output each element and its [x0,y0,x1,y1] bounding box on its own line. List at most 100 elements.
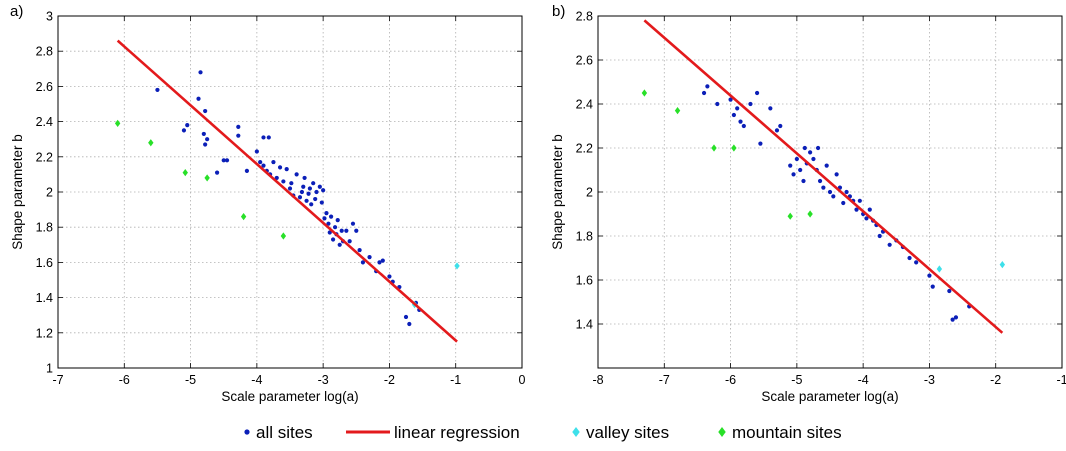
data-point-mountain-site [641,89,648,97]
data-point-all-sites [330,237,336,242]
x-tick-label: -6 [725,373,736,387]
y-tick-label: 2.6 [576,54,593,68]
y-tick-label: 1 [46,362,53,376]
data-point-mountain-site [148,139,154,147]
data-point-all-sites [294,172,299,177]
data-point-all-sites [738,119,743,124]
y-tick-label: 1.8 [576,230,593,244]
regression-line [643,19,1004,334]
data-point-all-sites [741,123,746,129]
y-tick-label: 1.6 [576,274,593,288]
data-point-mountain-site [807,210,813,218]
data-point-all-sites [768,106,773,111]
data-point-all-sites [306,191,311,196]
data-point-all-sites [950,317,955,322]
data-point-all-sites [817,178,823,184]
data-point-valley-site [454,262,460,270]
data-point-all-sites [221,158,226,163]
panel-label: b) [552,3,565,20]
y-tick-label: 1.8 [36,221,53,235]
data-point-all-sites [277,165,283,170]
x-tick-label: -1 [1056,373,1066,387]
data-point-all-sites [185,123,190,128]
data-point-all-sites [715,101,720,107]
legend-label: linear regression [394,423,520,442]
data-point-all-sites [854,207,859,212]
data-point-all-sites [350,221,356,226]
x-tick-label: -7 [659,373,670,387]
data-point-all-sites [324,211,329,216]
data-point-all-sites [297,195,303,200]
data-point-all-sites [271,159,276,165]
data-point-all-sites [857,198,862,203]
data-point-all-sites [705,84,710,89]
data-point-all-sites [299,189,305,195]
data-point-mountain-site [787,212,793,220]
data-point-all-sites [407,321,412,327]
data-point-all-sites [281,179,286,184]
data-point-mountain-site [280,232,287,240]
data-point-all-sites [947,288,952,294]
regression-line [116,39,458,343]
data-point-all-sites [181,128,187,133]
data-point-all-sites [357,247,362,253]
y-tick-label: 2.4 [576,98,593,112]
y-tick-label: 1.4 [36,291,53,305]
axes-frame [57,15,523,369]
data-point-all-sites [322,216,327,221]
x-tick-label: -1 [450,373,461,387]
data-point-all-sites [774,128,780,133]
y-tick-label: 1.4 [576,318,593,332]
y-tick-label: 3 [46,10,53,24]
legend-marker-diamond [572,427,580,437]
data-point-all-sites [354,228,359,233]
data-point-all-sites [314,189,319,195]
data-point-all-sites [914,260,919,265]
x-tick-label: -4 [858,373,869,387]
axes-frame [597,15,1063,369]
data-point-valley-site [999,261,1006,269]
data-point-all-sites [841,200,846,206]
data-point-all-sites [339,228,344,233]
x-tick-label: -3 [924,373,935,387]
x-axis-label: Scale parameter log(a) [761,389,898,404]
data-point-all-sites [347,239,352,244]
y-tick-label: 2.2 [36,150,53,164]
data-point-all-sites [778,123,783,129]
data-point-all-sites [380,258,385,263]
data-point-mountain-site [182,169,188,177]
scatter-panel-a: -7 -6 -5 -4 -3 -2 -1 0 1 1.2 1.4 1.6 1.8 2 2.2 2.4 2.6 2.… [10,3,526,404]
data-point-all-sites [834,172,839,177]
y-axis-label: Shape parameter b [550,134,565,250]
data-point-all-sites [313,196,318,202]
data-point-all-sites [155,87,160,93]
data-point-all-sites [302,175,307,181]
data-point-all-sites [326,221,331,226]
data-point-all-sites [205,137,210,142]
y-tick-label: 2.8 [576,10,593,24]
data-point-all-sites [201,131,206,137]
data-point-all-sites [266,135,271,140]
data-point-all-sites [927,273,932,278]
data-point-all-sites [261,135,266,140]
data-point-all-sites [214,170,220,175]
x-tick-label: -5 [791,373,802,387]
legend: all sites linear regression valley sites mo… [244,423,842,442]
data-point-all-sites [203,142,208,147]
data-point-all-sites [811,156,816,162]
data-point-all-sites [327,230,332,235]
data-point-all-sites [808,150,813,155]
data-point-all-sites [791,172,796,177]
data-point-mountain-site [674,107,681,115]
data-point-all-sites [907,255,912,261]
data-point-all-sites [377,260,382,265]
data-point-all-sites [788,163,793,168]
data-point-all-sites [802,145,807,151]
data-point-all-sites [758,141,763,146]
data-point-all-sites [748,101,753,107]
legend-marker-diamond [718,427,726,437]
data-point-all-sites [735,106,740,111]
data-point-all-sites [321,188,326,193]
data-point-all-sites [953,315,959,320]
